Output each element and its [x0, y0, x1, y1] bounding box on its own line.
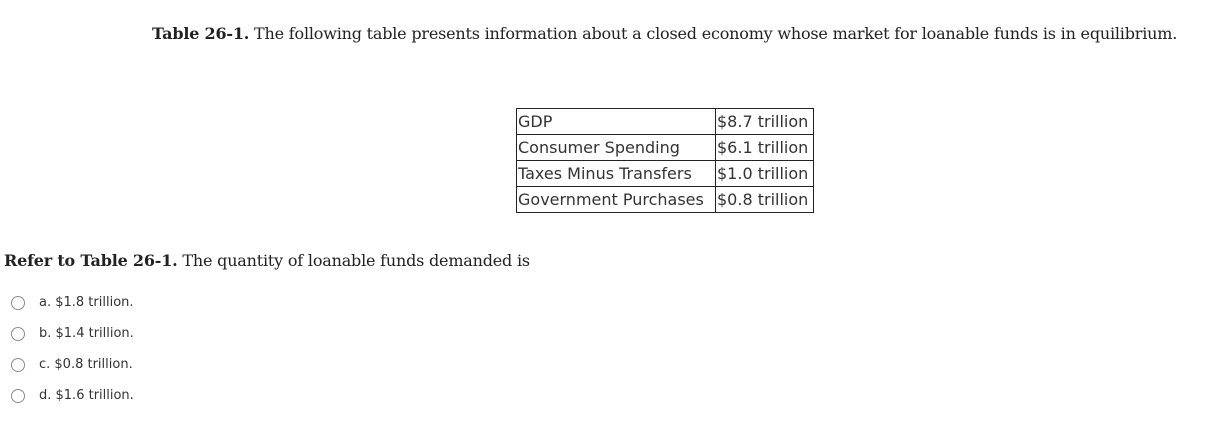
question-text: Refer to Table 26-1. The quantity of loa…	[4, 249, 530, 273]
answer-option-c[interactable]: c. $0.8 trillion.	[11, 349, 134, 380]
table-caption-text: The following table presents information…	[249, 24, 1178, 43]
table-caption: Table 26-1. The following table presents…	[152, 22, 1177, 46]
row-value-taxes-minus-transfers: $1.0 trillion	[715, 160, 814, 187]
answer-options: a. $1.8 trillion. b. $1.4 trillion. c. $…	[11, 287, 134, 411]
answer-option-label: a. $1.8 trillion.	[39, 295, 134, 310]
row-value-government-purchases: $0.8 trillion	[715, 186, 814, 213]
answer-option-label: b. $1.4 trillion.	[39, 326, 134, 341]
answer-option-a[interactable]: a. $1.8 trillion.	[11, 287, 134, 318]
table-caption-label: Table 26-1.	[152, 24, 250, 43]
answer-option-d[interactable]: d. $1.6 trillion.	[11, 380, 134, 411]
economy-data-table: GDP $8.7 trillion Consumer Spending $6.1…	[516, 108, 814, 213]
table-row: Consumer Spending $6.1 trillion	[516, 134, 814, 161]
table-row: GDP $8.7 trillion	[516, 108, 814, 135]
row-label-government-purchases: Government Purchases	[516, 186, 716, 213]
answer-option-label: d. $1.6 trillion.	[39, 388, 134, 403]
answer-option-label: c. $0.8 trillion.	[39, 357, 133, 372]
radio-button-d[interactable]	[11, 388, 25, 403]
row-value-consumer-spending: $6.1 trillion	[715, 134, 814, 161]
question-reference: Refer to Table 26-1.	[4, 251, 178, 270]
radio-button-c[interactable]	[11, 357, 25, 372]
row-label-gdp: GDP	[516, 108, 716, 135]
table-row: Taxes Minus Transfers $1.0 trillion	[516, 160, 814, 187]
row-value-gdp: $8.7 trillion	[715, 108, 814, 135]
answer-option-b[interactable]: b. $1.4 trillion.	[11, 318, 134, 349]
radio-button-b[interactable]	[11, 326, 25, 341]
question-stem: The quantity of loanable funds demanded …	[177, 251, 530, 270]
radio-button-a[interactable]	[11, 295, 25, 310]
table-row: Government Purchases $0.8 trillion	[516, 186, 814, 213]
row-label-consumer-spending: Consumer Spending	[516, 134, 716, 161]
row-label-taxes-minus-transfers: Taxes Minus Transfers	[516, 160, 716, 187]
